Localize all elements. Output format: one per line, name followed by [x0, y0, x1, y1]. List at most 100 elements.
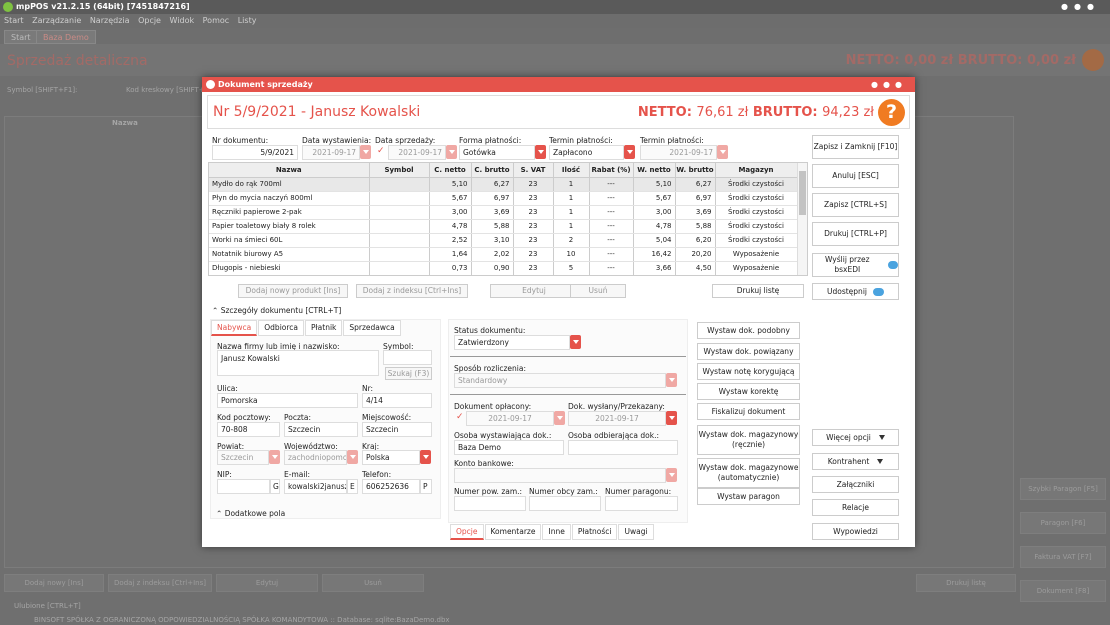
extra-fields-toggle[interactable]: ⌃ Dodatkowe pola [216, 509, 285, 518]
tab-buyer[interactable]: Nabywca [211, 320, 258, 336]
sent-date-field[interactable]: 2021-09-17 [568, 411, 666, 426]
cancel-button[interactable]: Anuluj [ESC] [812, 164, 899, 188]
street-field[interactable]: Pomorska [217, 393, 358, 408]
col-net-price[interactable]: C. netto [429, 163, 472, 178]
bg-add-new-button[interactable]: Dodaj nowy [Ins] [4, 574, 104, 592]
paid-check-icon[interactable]: ✓ [456, 412, 464, 422]
menu-view[interactable]: Widok [169, 16, 195, 25]
edit-product-button[interactable]: Edytuj [490, 284, 578, 298]
foreign-order-field[interactable] [529, 496, 601, 511]
issue-date-field[interactable]: 2021-09-17 [302, 145, 360, 160]
bg-favorites[interactable]: Ulubione [CTRL+T] [14, 602, 81, 610]
sale-date-check-icon[interactable]: ✓ [377, 146, 385, 156]
issuer-field[interactable]: Baza Demo [454, 440, 564, 455]
nip-field[interactable] [217, 479, 270, 494]
dialog-menu-icon[interactable]: ●●● [871, 80, 907, 89]
issue-related-button[interactable]: Wystaw dok. powiązany [697, 343, 800, 360]
tab-notes[interactable]: Uwagi [618, 524, 654, 540]
email-send-button[interactable]: E [347, 479, 358, 494]
paid-date-dropdown[interactable] [554, 411, 565, 425]
menu-tools[interactable]: Narzędzia [89, 16, 130, 25]
menu-manage[interactable]: Zarządzanie [32, 16, 82, 25]
menu-help[interactable]: Pomoc [202, 16, 230, 25]
receipt-number-field[interactable] [605, 496, 678, 511]
send-edi-button[interactable]: Wyślij przez bsxEDI [812, 253, 899, 277]
col-discount[interactable]: Rabat (%) [589, 163, 634, 178]
phone-call-button[interactable]: P [420, 479, 432, 494]
tab-recipient[interactable]: Odbiorca [258, 320, 305, 336]
house-number-field[interactable]: 4/14 [362, 393, 432, 408]
menu-start[interactable]: Start [4, 16, 24, 25]
print-list-button[interactable]: Drukuj listę [712, 284, 804, 298]
table-row[interactable]: Mydło do rąk 700ml 5,10 6,27 23 1 --- 5,10 6,27… [209, 177, 798, 192]
issue-date-dropdown[interactable] [360, 145, 371, 159]
table-row[interactable]: Długopis - niebieski 0,73 0,90 23 5 --- 3,66 4,… [209, 261, 798, 275]
col-gross-price[interactable]: C. brutto [471, 163, 514, 178]
bank-account-select[interactable] [454, 468, 666, 483]
party-name-field[interactable]: Janusz Kowalski [217, 350, 379, 376]
col-net-value[interactable]: W. netto [633, 163, 676, 178]
sale-date-dropdown[interactable] [446, 145, 457, 159]
col-symbol[interactable]: Symbol [369, 163, 430, 178]
bg-delete-button[interactable]: Usuń [322, 574, 424, 592]
warehouse-auto-button[interactable]: Wystaw dok. magazynowe (automatycznie) [697, 458, 800, 488]
print-button[interactable]: Drukuj [CTRL+P] [812, 222, 899, 246]
bg-add-index-button[interactable]: Dodaj z indeksu [Ctrl+Ins] [108, 574, 212, 592]
sent-date-dropdown[interactable] [666, 411, 677, 425]
table-row[interactable]: Notatnik biurowy A5 1,64 2,02 23 10 --- 16,42 2… [209, 247, 798, 262]
share-button[interactable]: Udostępnij [812, 283, 899, 300]
bg-help-icon[interactable] [1082, 49, 1104, 71]
country-field[interactable]: Polska [362, 450, 420, 465]
bank-account-dropdown[interactable] [666, 468, 677, 482]
save-button[interactable]: Zapisz [CTRL+S] [812, 193, 899, 217]
settlement-select[interactable]: Standardowy [454, 373, 666, 388]
bg-print-list-button[interactable]: Drukuj listę [916, 574, 1016, 592]
payment-date-field[interactable]: 2021-09-17 [640, 145, 717, 160]
tab-seller[interactable]: Sprzedawca [343, 320, 401, 336]
bg-quick-receipt-button[interactable]: Szybki Paragon [F5] [1020, 478, 1106, 500]
window-menu-icon[interactable]: ●●● [1061, 2, 1100, 11]
delete-product-button[interactable]: Usuń [570, 284, 626, 298]
paid-date-field[interactable]: 2021-09-17 [466, 411, 554, 426]
add-from-index-button[interactable]: Dodaj z indeksu [Ctrl+Ins] [356, 284, 468, 298]
receiver-field[interactable] [568, 440, 678, 455]
sale-date-field[interactable]: 2021-09-17 [388, 145, 446, 160]
tab-start[interactable]: Start [4, 30, 38, 44]
bg-document-button[interactable]: Dokument [F8] [1020, 580, 1106, 602]
table-row[interactable]: Worki na śmieci 60L 2,52 3,10 23 2 --- 5,04 6,2… [209, 233, 798, 248]
email-field[interactable]: kowalski2janusz@ [284, 479, 347, 494]
tab-other[interactable]: Inne [542, 524, 571, 540]
gus-lookup-button[interactable]: G [270, 479, 280, 494]
col-vat[interactable]: S. VAT [513, 163, 554, 178]
col-warehouse[interactable]: Magazyn [715, 163, 798, 178]
table-row[interactable]: Papier toaletowy biały 8 rolek 4,78 5,88 23… [209, 219, 798, 234]
menu-options[interactable]: Opcje [138, 16, 161, 25]
bg-receipt-button[interactable]: Paragon [F6] [1020, 512, 1106, 534]
voivodeship-dropdown[interactable] [347, 450, 358, 464]
payment-method-select[interactable]: Gotówka [459, 145, 535, 160]
table-scrollbar[interactable] [797, 163, 807, 275]
more-options-button[interactable]: Więcej opcji [812, 429, 899, 446]
scrollbar-thumb[interactable] [799, 171, 806, 215]
city-field[interactable]: Szczecin [362, 422, 432, 437]
correction-button[interactable]: Wystaw korektę [697, 383, 800, 400]
save-close-button[interactable]: Zapisz i Zamknij [F10] [812, 135, 899, 159]
col-gross-value[interactable]: W. brutto [675, 163, 716, 178]
tab-payments[interactable]: Płatności [571, 524, 618, 540]
own-order-field[interactable] [454, 496, 526, 511]
col-qty[interactable]: Ilość [553, 163, 590, 178]
bg-edit-button[interactable]: Edytuj [216, 574, 318, 592]
payment-method-dropdown[interactable] [535, 145, 546, 159]
post-office-field[interactable]: Szczecin [284, 422, 358, 437]
relations-button[interactable]: Relacje [812, 499, 899, 516]
voivodeship-field[interactable]: zachodniopomor [284, 450, 347, 465]
table-row[interactable]: Płyn do mycia naczyń 800ml 5,67 6,97 23 1 ---… [209, 191, 798, 206]
tab-comments[interactable]: Komentarze [484, 524, 542, 540]
payment-term-select[interactable]: Zapłacono [549, 145, 624, 160]
county-dropdown[interactable] [269, 450, 280, 464]
tab-baza-demo[interactable]: Baza Demo [36, 30, 96, 44]
warehouse-manual-button[interactable]: Wystaw dok. magazynowy (ręcznie) [697, 425, 800, 455]
party-symbol-field[interactable] [383, 350, 432, 365]
table-row[interactable]: Ręczniki papierowe 2-pak 3,00 3,69 23 1 --- 3,… [209, 205, 798, 220]
issue-similar-button[interactable]: Wystaw dok. podobny [697, 322, 800, 339]
